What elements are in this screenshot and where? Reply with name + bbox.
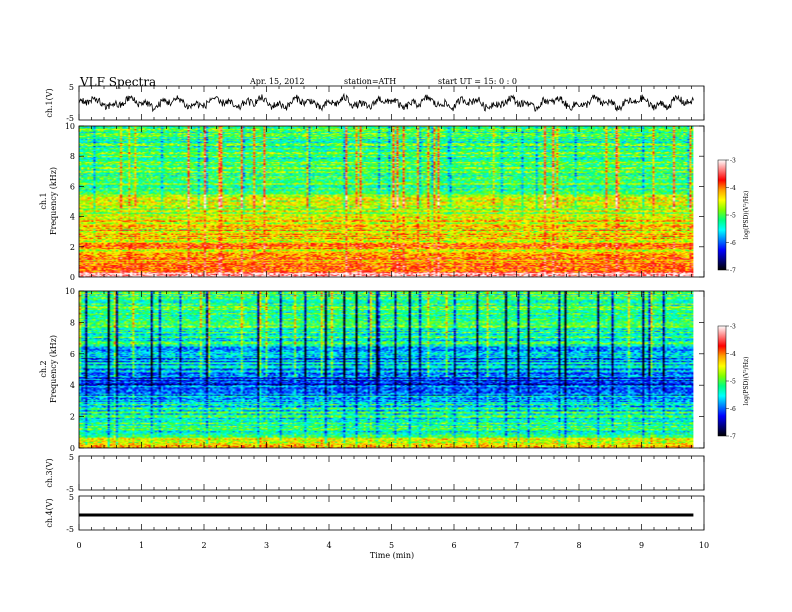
date-label: Apr. 15, 2012 [249, 77, 305, 86]
panel-ch1-spec-xticks [78, 126, 705, 277]
ch4-waveform-ylabel: ch.4(V) [45, 498, 54, 527]
frequency-tick-label: 10 [65, 287, 75, 296]
colorbar-gradient [717, 325, 727, 437]
time-tick-label: 8 [576, 541, 581, 550]
colorbar-tick-label: -5 [730, 379, 736, 386]
panel-ch4-xticks [78, 496, 705, 530]
time-tick-label: 3 [264, 541, 269, 550]
colorbar-tick-label: -6 [730, 240, 736, 247]
ch1-ytick-top: 5 [69, 83, 74, 92]
panel-ch3-waveform: 5 -5 ch.3(V) [45, 453, 705, 494]
panel-ch1-spectrogram: 0 2 4 6 8 10 ch.1 Frequency (kHz) [39, 122, 705, 282]
ch2-channel-label: ch.2 [39, 360, 48, 377]
colorbar-tick-label: -4 [730, 185, 736, 192]
station-label: station=ATH [344, 77, 396, 86]
frequency-tick-label: 2 [70, 413, 75, 422]
colorbar-ch2: -3 -4 -5 -6 -7 log(PSD)(V²/Hz) [717, 324, 750, 441]
ch3-ytick-top: 5 [69, 453, 74, 462]
figure-title: VLF Spectra [79, 75, 156, 89]
ch1-ytick-bottom: -5 [66, 114, 74, 123]
time-tick-label: 9 [639, 541, 644, 550]
colorbar-tick-label: -4 [730, 351, 736, 358]
start-time-label: start UT = 15: 0 : 0 [438, 77, 517, 86]
ch1-waveform-ylabel: ch.1(V) [45, 88, 54, 117]
ch1-spectrogram-yticks: 0 2 4 6 8 10 [65, 122, 704, 282]
panel-ch1-xticks [78, 86, 705, 120]
frequency-tick-label: 8 [70, 152, 75, 161]
panel-ch4-waveform: 5 -5 ch.4(V) [45, 493, 705, 534]
frequency-tick-label: 8 [70, 318, 75, 327]
colorbar-ch1: -3 -4 -5 -6 -7 log(PSD)(V²/Hz) [717, 158, 750, 275]
ch4-ytick-top: 5 [69, 493, 74, 502]
frequency-tick-label: 0 [70, 444, 75, 453]
time-tick-label: 0 [76, 541, 81, 550]
time-tick-label: 1 [139, 541, 144, 550]
panel-ch3-xticks [78, 456, 705, 490]
ch3-waveform-ylabel: ch.3(V) [45, 458, 54, 487]
time-axis-tick-labels: 0 1 2 3 4 5 6 7 8 9 10 [76, 541, 709, 550]
frequency-tick-label: 4 [70, 213, 75, 222]
ch2-spectrogram-image [79, 291, 694, 448]
frequency-tick-label: 6 [70, 182, 75, 191]
time-tick-label: 10 [699, 541, 709, 550]
time-tick-label: 7 [514, 541, 519, 550]
frequency-tick-label: 4 [70, 381, 75, 390]
ch2-frequency-ylabel: Frequency (kHz) [49, 335, 58, 403]
panel-ch2-spec-xticks [78, 291, 705, 448]
time-tick-label: 2 [201, 541, 206, 550]
colorbar-tick-label: -7 [730, 434, 736, 441]
ch1-spectrogram-image [79, 126, 694, 277]
colorbar-gradient [717, 159, 727, 271]
ch3-ytick-bottom: -5 [66, 485, 74, 494]
time-tick-label: 5 [389, 541, 394, 550]
ch1-frequency-ylabel: Frequency (kHz) [49, 167, 58, 235]
ch2-spectrogram-yticks: 0 2 4 6 8 10 [65, 287, 704, 453]
frequency-tick-label: 2 [70, 243, 75, 252]
colorbar-tick-label: -5 [730, 213, 736, 220]
colorbar-tick-label: -7 [730, 268, 736, 275]
frequency-tick-label: 0 [70, 273, 75, 282]
time-tick-label: 4 [326, 541, 331, 550]
frequency-tick-label: 6 [70, 350, 75, 359]
ch1-waveform-trace [78, 92, 694, 113]
ch1-channel-label: ch.1 [39, 192, 48, 209]
ch4-ytick-bottom: -5 [66, 525, 74, 534]
time-tick-label: 6 [451, 541, 456, 550]
panel-ch1-waveform: 5 -5 ch.1(V) [45, 83, 705, 123]
panel-ch2-spectrogram: 0 2 4 6 8 10 ch.2 Frequency (kHz) [39, 287, 705, 453]
frequency-tick-label: 10 [65, 122, 75, 131]
colorbar-tick-label: -3 [730, 158, 736, 165]
colorbar-label: log(PSD)(V²/Hz) [743, 191, 750, 240]
time-axis-label: Time (min) [370, 551, 414, 560]
colorbar-label: log(PSD)(V²/Hz) [743, 357, 750, 406]
colorbar-tick-label: -3 [730, 324, 736, 331]
colorbar-tick-label: -6 [730, 406, 736, 413]
